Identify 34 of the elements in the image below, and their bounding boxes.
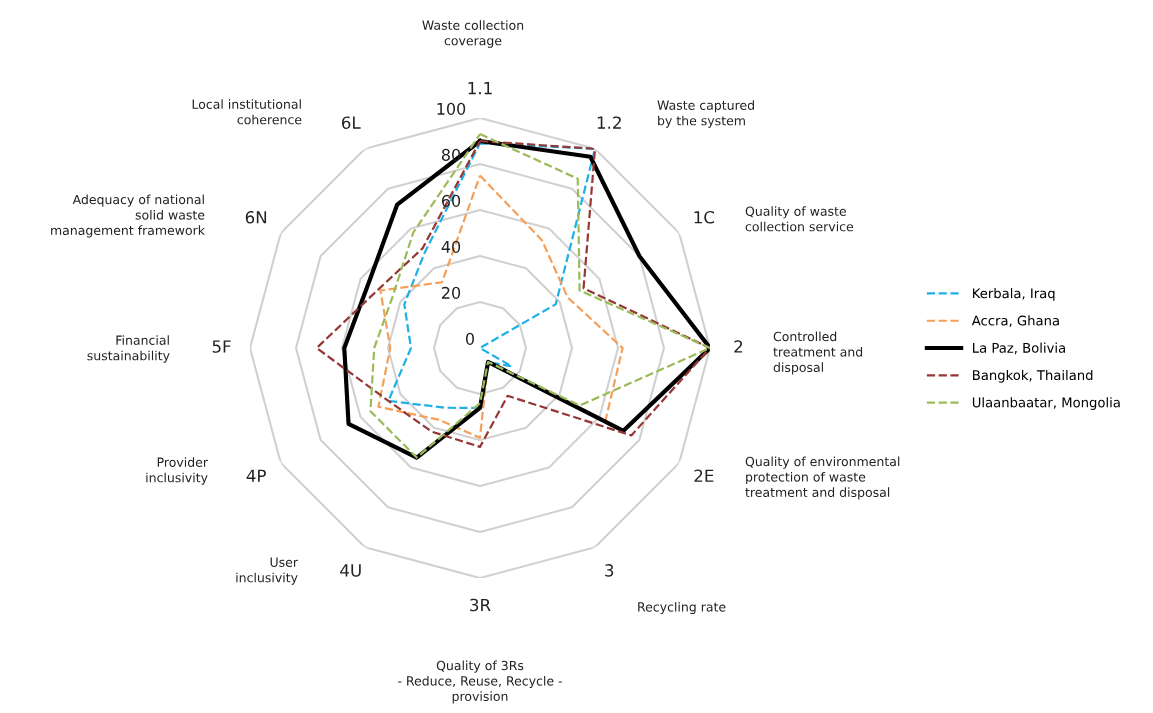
y-tick-label: 80 — [441, 148, 461, 161]
y-tick-label: 40 — [441, 240, 461, 253]
text: Waste collection coverage — [422, 20, 524, 48]
y-tick-label: 0 — [465, 332, 475, 345]
text: Waste captured by the system — [657, 100, 754, 128]
spoke-label: 5F — [212, 340, 231, 353]
text: Recycling rate — [638, 601, 726, 615]
spoke-label: 4P — [246, 469, 266, 482]
text: Provider inclusivity — [146, 457, 208, 485]
text: Quality of waste collection service — [745, 206, 854, 232]
legend-label: La Paz, Bolivia — [973, 342, 1065, 355]
spoke-label: 3R — [470, 598, 491, 612]
spoke-label: 6L — [341, 116, 361, 129]
spoke-label: 4U — [340, 564, 361, 577]
text: Financial sustainability — [87, 335, 170, 363]
text: Local institutional coherence — [192, 99, 302, 125]
spoke-label: 2 — [734, 340, 743, 353]
text: Controlled treatment and disposal — [773, 331, 863, 375]
spoke-label: 3 — [605, 564, 614, 577]
y-tick-label: 20 — [442, 286, 461, 299]
y-tick-label: 100 — [437, 102, 466, 115]
spoke-label: 6N — [245, 210, 267, 224]
spoke-label: 1C — [694, 210, 715, 224]
legend-label: Accra, Ghana — [971, 315, 1059, 327]
text: Quality of environmental protection of waste treatment and disposal — [745, 456, 900, 500]
spoke-label: 1.1 — [468, 81, 492, 95]
text: Quality of 3Rs - Reduce, Reuse, Recycle - provision — [398, 660, 562, 704]
legend-label: Kerbala, Iraq — [973, 288, 1055, 301]
legend-label: Bangkok, Thailand — [973, 369, 1093, 383]
text: User inclusivity — [236, 557, 298, 585]
spoke-label: 1.2 — [597, 116, 621, 129]
legend-label: Ulaanbaatar, Mongolia — [972, 397, 1120, 410]
spoke-label: 2E — [694, 469, 714, 482]
text: Adequacy of national solid waste management framework — [51, 194, 205, 238]
